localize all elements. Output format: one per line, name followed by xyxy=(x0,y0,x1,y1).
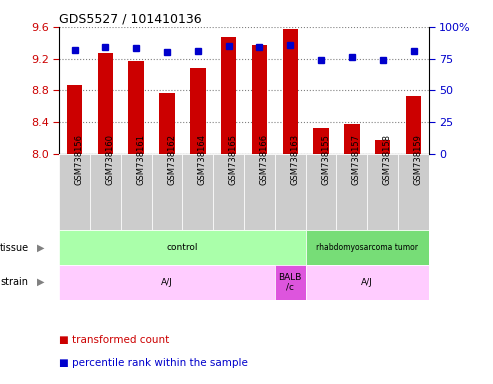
Bar xyxy=(159,93,175,154)
Text: GSM738159: GSM738159 xyxy=(414,134,423,185)
Text: ▶: ▶ xyxy=(37,277,44,287)
Text: GSM738156: GSM738156 xyxy=(74,134,84,185)
Bar xyxy=(152,154,182,230)
Text: GSM738165: GSM738165 xyxy=(229,134,238,185)
Bar xyxy=(129,61,144,154)
Bar xyxy=(190,68,206,154)
Bar xyxy=(367,154,398,230)
Bar xyxy=(98,53,113,154)
Text: GSM738164: GSM738164 xyxy=(198,134,207,185)
Bar xyxy=(121,154,152,230)
Text: BALB
/c: BALB /c xyxy=(279,273,302,292)
Bar xyxy=(213,154,244,230)
Bar xyxy=(59,154,90,230)
Text: GSM738160: GSM738160 xyxy=(106,134,114,185)
Text: GSM738163: GSM738163 xyxy=(290,134,299,185)
Bar xyxy=(244,154,275,230)
Text: GSM738166: GSM738166 xyxy=(259,134,269,185)
Text: GSM738155: GSM738155 xyxy=(321,134,330,185)
Bar xyxy=(306,265,429,300)
Bar xyxy=(59,230,306,265)
Bar xyxy=(275,265,306,300)
Bar xyxy=(406,96,421,154)
Text: GSM738161: GSM738161 xyxy=(136,134,145,185)
Bar xyxy=(306,230,429,265)
Bar xyxy=(336,154,367,230)
Bar xyxy=(275,154,306,230)
Text: GDS5527 / 101410136: GDS5527 / 101410136 xyxy=(59,13,202,26)
Text: tissue: tissue xyxy=(0,243,29,253)
Text: control: control xyxy=(167,243,198,252)
Bar xyxy=(282,29,298,154)
Text: ■ percentile rank within the sample: ■ percentile rank within the sample xyxy=(59,358,248,368)
Text: ▶: ▶ xyxy=(37,243,44,253)
Bar xyxy=(314,128,329,154)
Bar xyxy=(182,154,213,230)
Bar xyxy=(59,265,275,300)
Text: GSM738162: GSM738162 xyxy=(167,134,176,185)
Text: ■ transformed count: ■ transformed count xyxy=(59,335,170,345)
Bar xyxy=(67,85,82,154)
Text: GSM738158: GSM738158 xyxy=(383,134,392,185)
Bar xyxy=(398,154,429,230)
Text: strain: strain xyxy=(0,277,28,287)
Text: A/J: A/J xyxy=(161,278,173,287)
Bar xyxy=(221,37,236,154)
Bar xyxy=(344,124,359,154)
Bar xyxy=(306,154,336,230)
Text: GSM738157: GSM738157 xyxy=(352,134,361,185)
Bar xyxy=(90,154,121,230)
Bar xyxy=(252,45,267,154)
Bar xyxy=(375,140,390,154)
Text: A/J: A/J xyxy=(361,278,373,287)
Text: rhabdomyosarcoma tumor: rhabdomyosarcoma tumor xyxy=(317,243,418,252)
